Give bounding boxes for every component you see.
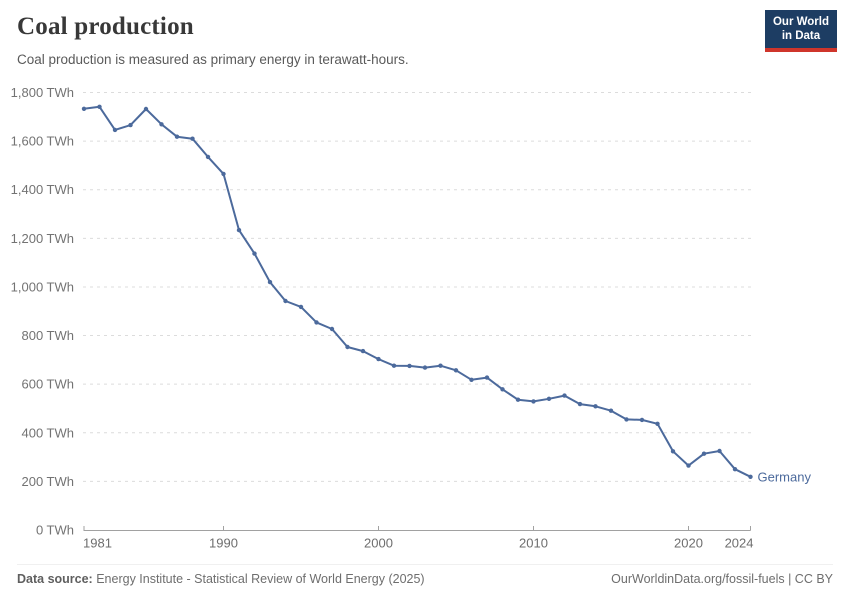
owid-logo-line1: Our World — [772, 16, 829, 28]
x-tick-label: 1990 — [209, 536, 238, 551]
data-point[interactable] — [624, 417, 629, 422]
data-point[interactable] — [112, 127, 118, 133]
data-point[interactable] — [422, 365, 428, 370]
data-point[interactable] — [686, 463, 691, 468]
x-tick-label: 2010 — [519, 536, 548, 551]
data-point[interactable] — [531, 399, 536, 404]
data-point[interactable] — [205, 154, 211, 160]
owid-logo[interactable]: Our World in Data — [764, 10, 837, 52]
data-point[interactable] — [469, 377, 474, 382]
y-tick-label: 1,000 TWh — [11, 279, 74, 294]
data-point[interactable] — [701, 451, 707, 456]
data-point[interactable] — [174, 134, 180, 139]
data-source-text: Energy Institute - Statistical Review of… — [92, 572, 425, 586]
data-point[interactable] — [453, 368, 459, 373]
data-point[interactable] — [376, 356, 381, 362]
data-point[interactable] — [655, 421, 660, 426]
data-point[interactable] — [407, 363, 412, 369]
owid-logo-line2: in Data — [781, 29, 821, 42]
data-point[interactable] — [717, 448, 722, 454]
data-point[interactable] — [81, 106, 87, 112]
page-title: Coal production — [17, 13, 194, 40]
data-point[interactable] — [577, 401, 583, 407]
data-point[interactable] — [267, 279, 273, 285]
x-tick-label: 2020 — [674, 536, 703, 551]
data-point[interactable] — [236, 227, 242, 233]
y-tick-label: 1,600 TWh — [11, 134, 74, 149]
y-tick-label: 1,800 TWh — [11, 85, 74, 100]
data-point[interactable] — [748, 474, 753, 479]
credit-link[interactable]: OurWorldinData.org/fossil-fuels | CC BY — [611, 572, 833, 586]
data-point[interactable] — [500, 387, 505, 392]
data-point[interactable] — [97, 104, 102, 110]
data-point[interactable] — [283, 298, 288, 304]
y-tick-label: 600 TWh — [21, 377, 74, 392]
y-tick-label: 1,400 TWh — [11, 182, 74, 197]
series-line-germany[interactable] — [83, 105, 752, 478]
data-point[interactable] — [345, 344, 350, 350]
chart-subtitle: Coal production is measured as primary e… — [17, 52, 409, 67]
data-point[interactable] — [159, 122, 164, 127]
data-point[interactable] — [670, 449, 676, 454]
data-source-label: Data source: — [17, 572, 93, 586]
data-point[interactable] — [593, 404, 598, 409]
data-point[interactable] — [438, 363, 443, 368]
x-tick-label: 2000 — [364, 536, 393, 551]
data-point[interactable] — [484, 375, 490, 380]
data-point[interactable] — [143, 106, 149, 112]
data-point[interactable] — [391, 363, 397, 368]
data-point[interactable] — [221, 171, 226, 177]
data-point[interactable] — [252, 251, 257, 256]
x-tick-label: 1981 — [83, 536, 112, 551]
data-point[interactable] — [190, 136, 195, 141]
data-point[interactable] — [515, 397, 521, 402]
data-point[interactable] — [314, 320, 319, 325]
series-label[interactable]: Germany — [758, 469, 812, 484]
y-tick-label: 1,200 TWh — [11, 231, 74, 246]
data-point[interactable] — [546, 396, 552, 401]
y-tick-label: 0 TWh — [36, 523, 74, 538]
chart-footer: Data source: Energy Institute - Statisti… — [17, 564, 833, 586]
data-point[interactable] — [329, 326, 335, 332]
y-tick-label: 200 TWh — [21, 474, 74, 489]
data-source: Data source: Energy Institute - Statisti… — [17, 572, 425, 586]
data-point[interactable] — [298, 304, 304, 310]
data-point[interactable] — [639, 417, 645, 423]
x-tick-label: 2024 — [725, 536, 754, 551]
data-point[interactable] — [562, 393, 567, 398]
y-tick-label: 400 TWh — [21, 425, 74, 440]
y-tick-label: 800 TWh — [21, 328, 74, 343]
data-point[interactable] — [128, 122, 133, 128]
data-point[interactable] — [608, 408, 614, 413]
data-point[interactable] — [732, 467, 738, 472]
data-point[interactable] — [360, 348, 366, 354]
